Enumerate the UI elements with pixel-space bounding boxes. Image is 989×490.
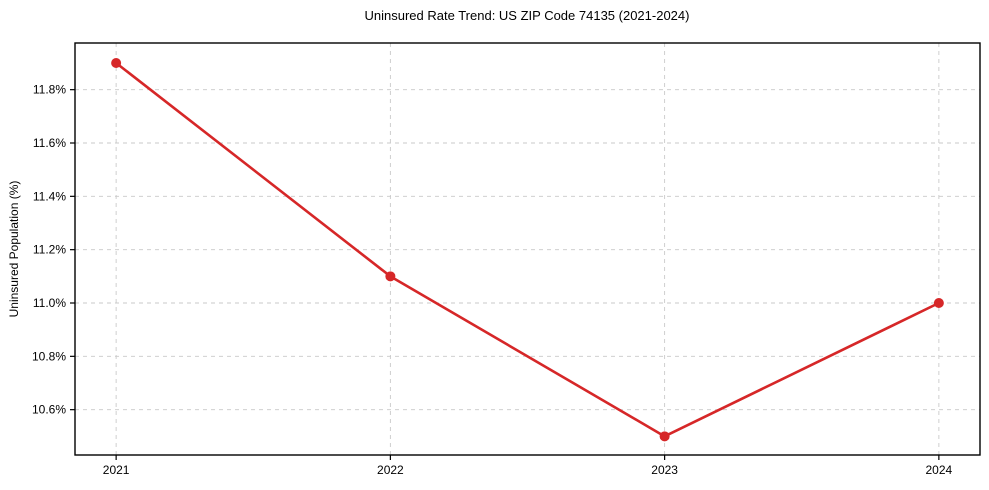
trend-line [114,61,941,438]
data-point-marker [111,58,122,68]
data-point-marker [659,431,670,442]
y-tick-label: 11.0% [33,296,66,310]
y-tick-label: 11.4% [33,189,66,203]
data-point-marker [933,298,944,308]
x-tick-label: 2024 [926,463,953,477]
chart-title: Uninsured Rate Trend: US ZIP Code 74135 … [364,8,690,23]
y-tick-label: 11.8% [33,83,66,97]
plot-border [74,42,981,456]
x-tick-label: 2023 [651,463,678,477]
y-tick-label: 10.6% [32,403,66,417]
y-tick-label: 11.2% [33,243,66,257]
y-tick-label: 11.6% [33,136,66,150]
x-tick-label: 2021 [103,463,130,477]
data-point-marker [385,271,396,282]
x-tick-label: 2022 [377,463,404,477]
y-tick-label: 10.8% [32,349,66,363]
